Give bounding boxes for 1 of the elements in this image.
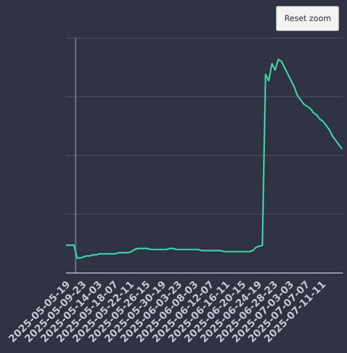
- text: Reset zoom: [276, 6, 339, 31]
